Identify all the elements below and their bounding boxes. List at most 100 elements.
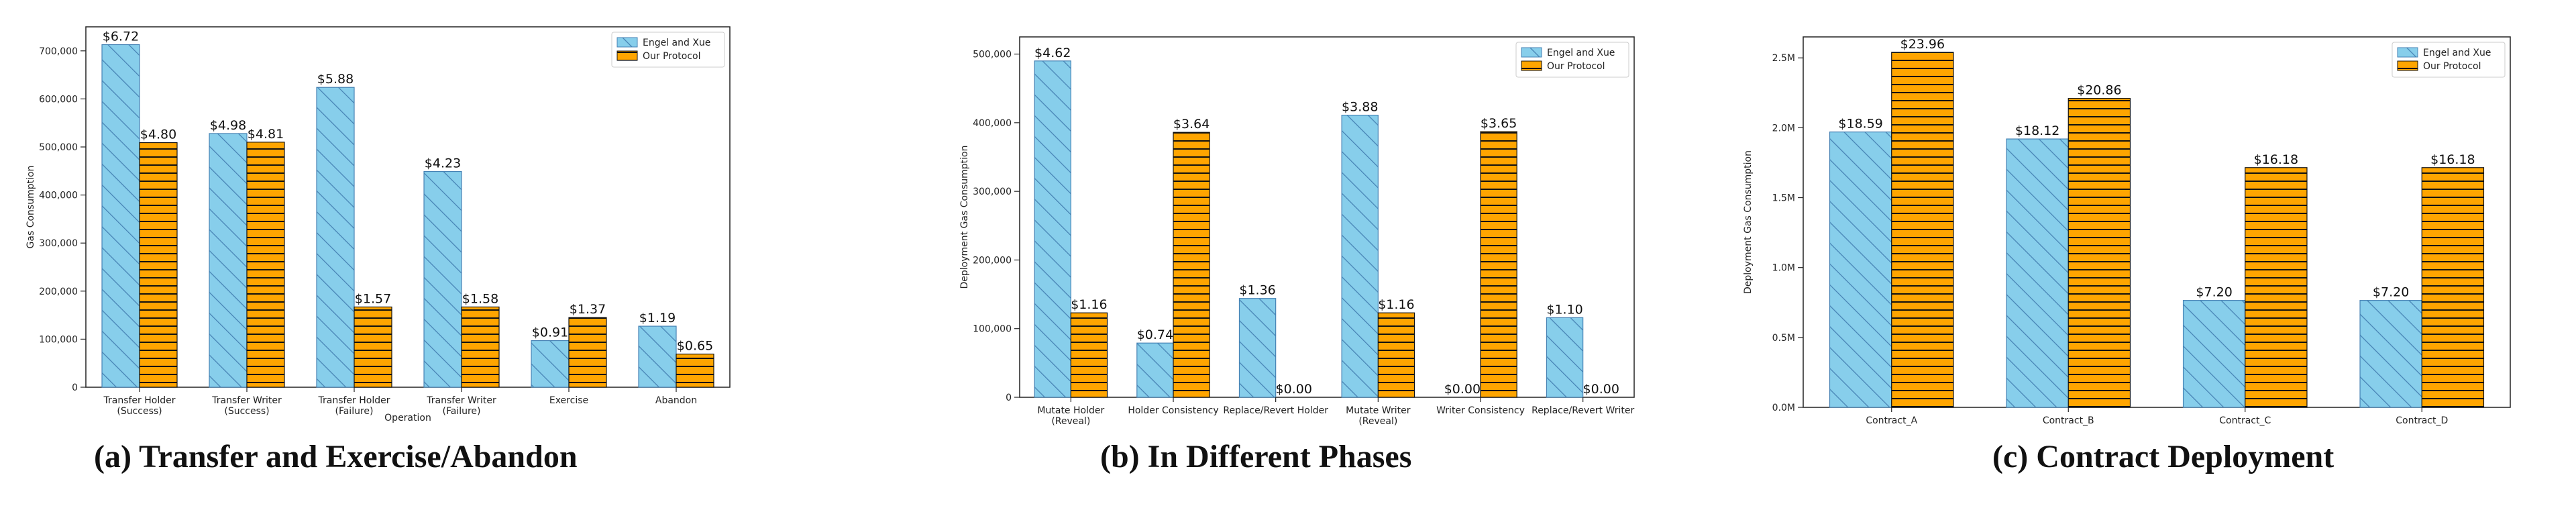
x-tick-label: Contract_A [1866,415,1917,426]
bar-engel-xue [2006,138,2069,408]
y-axis-label: Deployment Gas Consumption [959,146,970,289]
bar-value-label: $1.36 [1239,283,1275,298]
bar-value-label: $0.00 [1276,382,1312,397]
legend-swatch-our-protocol [1521,60,1542,71]
x-tick-label: Abandon [655,395,697,406]
y-axis-label: Gas Consumption [25,166,36,249]
legend-label-our-protocol: Our Protocol [1547,61,1605,72]
bar-engel-xue [1829,132,1892,408]
legend-label-engel-xue: Engel and Xue [2423,48,2491,58]
legend-box [1515,42,1629,78]
y-tick-label: 100,000 [39,334,78,345]
x-tick-label: Transfer Writer [211,395,282,406]
bar-value-label: $4.81 [248,127,284,142]
y-tick-label: 0.0M [1772,403,1795,413]
y-tick-label: 1.0M [1772,263,1795,274]
bar-engel-xue [423,170,462,388]
bar-our-protocol [1377,312,1415,398]
x-axis-label: Operation [384,413,431,423]
bar-value-label: $4.62 [1034,46,1071,60]
bar-our-protocol [568,317,607,388]
axes-frame [85,26,731,388]
bar-our-protocol [1173,132,1210,398]
axes-frame [1803,36,2511,408]
bar-engel-xue [101,44,140,388]
bar-value-label: $0.91 [532,325,568,340]
legend-label-our-protocol: Our Protocol [2423,61,2481,72]
bar-value-label: $3.88 [1342,100,1378,115]
bar-engel-xue [316,87,355,388]
x-tick-label: Replace/Revert Writer [1532,405,1634,416]
legend-label-our-protocol: Our Protocol [643,51,701,62]
bar-our-protocol [139,142,178,388]
y-tick-label: 200,000 [973,255,1012,266]
bar-value-label: $5.88 [317,72,354,87]
caption-b: (b) In Different Phases [1100,439,1412,474]
bar-our-protocol [676,353,714,388]
caption-c: (c) Contract Deployment [1992,439,2334,474]
x-tick-label: (Reveal) [1051,416,1090,427]
x-tick-label: Mutate Writer [1346,405,1411,416]
legend-box [611,32,725,68]
bar-our-protocol [1891,52,1954,408]
y-tick-label: 200,000 [39,287,78,297]
bar-our-protocol [1070,312,1108,398]
x-tick-label: (Success) [224,406,269,417]
bar-our-protocol [2245,167,2308,408]
y-tick-label: 0.5M [1772,333,1795,344]
x-tick-label: Contract_D [2396,415,2448,426]
bar-our-protocol [2068,98,2131,408]
chart-a-transfer-exercise-abandon: 0 100,000 200,000 300,000 400,000 500,000 600,… [25,26,731,423]
y-tick-label: 700,000 [39,46,78,57]
caption-a: (a) Transfer and Exercise/Abandon [94,439,578,474]
y-tick-label: 500,000 [39,142,78,153]
bar-our-protocol [1480,131,1517,398]
x-tick-label: Contract_B [2043,415,2094,426]
bar-value-label: $18.12 [2015,123,2059,138]
y-tick-label: 500,000 [973,50,1012,60]
x-tick-label: Exercise [549,395,588,406]
bar-value-label: $7.20 [2196,285,2232,300]
bar-value-label: $4.98 [210,118,246,133]
bar-engel-xue [531,340,570,388]
y-tick-label: 600,000 [39,94,78,105]
x-tick-label: Transfer Holder [103,395,176,406]
bar-value-label: $1.57 [355,291,391,306]
bar-our-protocol [461,306,500,388]
x-tick-label: (Failure) [335,406,374,417]
bar-engel-xue [1136,342,1174,398]
bar-value-label: $18.59 [1838,117,1882,132]
bar-value-label: $3.65 [1481,116,1517,131]
bar-value-label: $0.65 [677,339,713,354]
y-tick-label: 400,000 [39,191,78,201]
x-tick-label: (Reveal) [1358,416,1397,427]
x-tick-label: Replace/Revert Holder [1223,405,1328,416]
bar-value-label: $0.00 [1444,382,1481,397]
bar-engel-xue [1341,115,1379,398]
legend-box [2392,42,2506,78]
bar-value-label: $7.20 [2373,285,2409,300]
bar-value-label: $20.86 [2077,83,2121,98]
bar-our-protocol [354,306,392,388]
y-tick-label: 0 [1006,393,1012,403]
bar-value-label: $6.72 [103,29,139,44]
legend-label-engel-xue: Engel and Xue [643,38,710,48]
x-tick-label: Transfer Holder [318,395,390,406]
bar-engel-xue [638,325,677,388]
bar-value-label: $1.19 [639,311,676,325]
bar-engel-xue [209,133,248,388]
bar-engel-xue [1034,60,1071,398]
bar-our-protocol [2421,167,2485,408]
bar-value-label: $3.64 [1173,117,1210,132]
bar-value-label: $4.80 [140,128,176,142]
x-tick-label: Holder Consistency [1128,405,1218,416]
bar-value-label: $16.18 [2254,152,2298,167]
y-tick-label: 100,000 [973,324,1012,335]
bar-value-label: $0.74 [1137,327,1173,342]
x-tick-label: Contract_C [2219,415,2271,426]
y-tick-label: 400,000 [973,118,1012,129]
bar-value-label: $4.23 [425,156,461,171]
y-tick-label: 2.5M [1772,53,1795,64]
bar-engel-xue [1546,317,1584,398]
